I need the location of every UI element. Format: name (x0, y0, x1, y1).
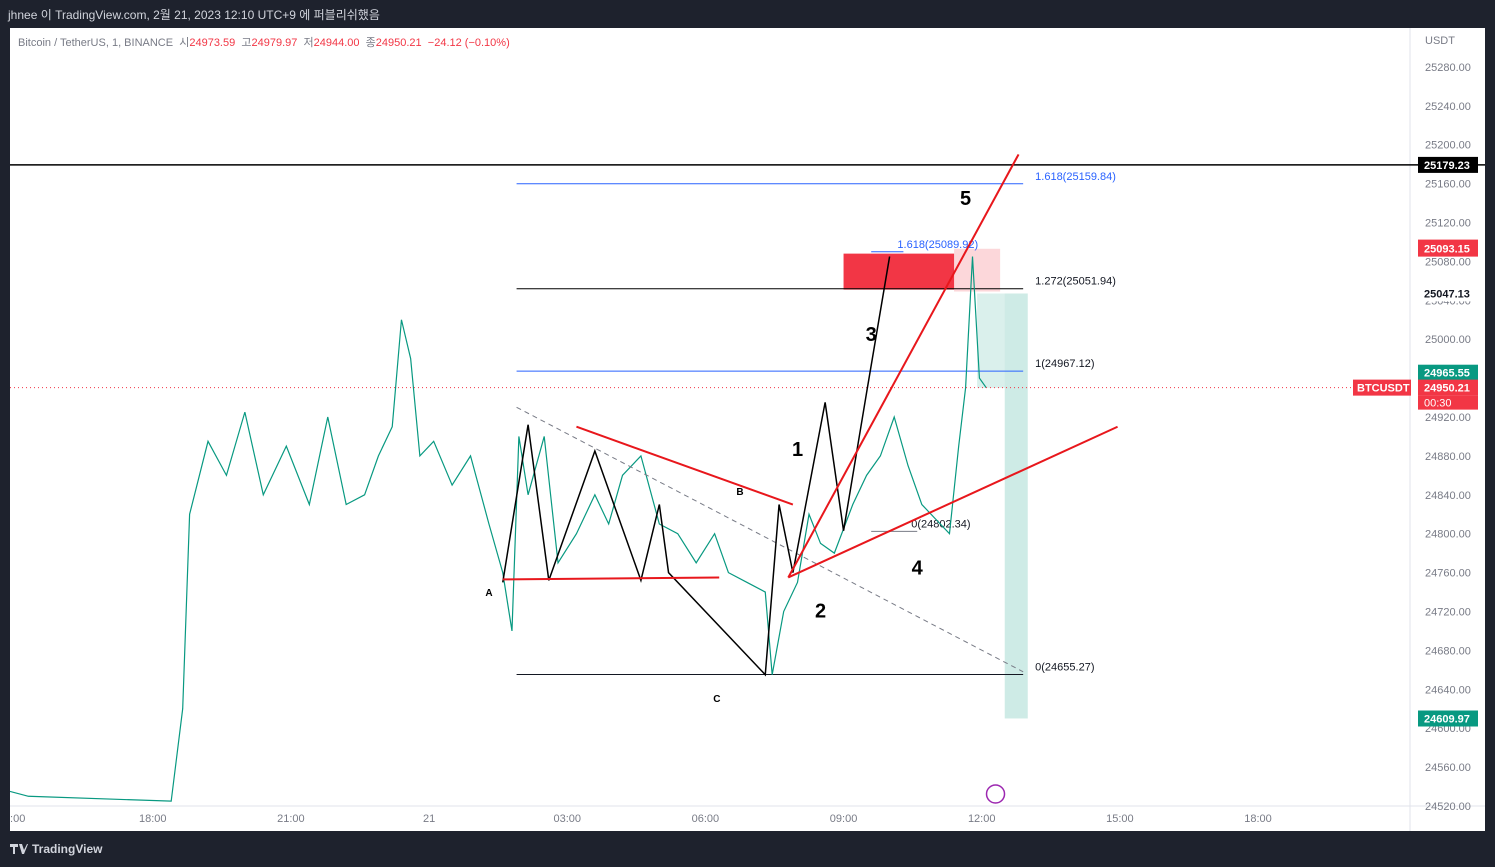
high-label: 고 (241, 37, 252, 49)
price-chart[interactable]: USDT25280.0025240.0025200.0025160.002512… (10, 28, 1485, 831)
price-axis-currency: USDT (1425, 35, 1455, 47)
publisher-text: jhnee 이 TradingView.com, 2월 21, 2023 12:… (8, 8, 380, 22)
price-tag (1418, 240, 1478, 257)
x-tick-label: 06:00 (692, 813, 720, 825)
x-tick-label: 18:00 (139, 813, 167, 825)
symbol-tag (1353, 379, 1411, 396)
price-tag-label: 24950.21 (1424, 383, 1470, 395)
dashed-trendline (516, 406, 1024, 673)
lightning-icon (985, 784, 1006, 804)
red-trendline (787, 425, 1118, 579)
left-frame (0, 28, 10, 831)
y-tick-label: 24920.00 (1425, 412, 1471, 424)
symbol-tag-label: BTCUSDT (1357, 383, 1410, 395)
x-tick-label: 15:00 (1106, 813, 1134, 825)
tradingview-logo-icon (10, 844, 28, 854)
y-tick-label: 25160.00 (1425, 179, 1471, 191)
red-trendline (576, 425, 794, 506)
y-tick-label: 25080.00 (1425, 256, 1471, 268)
profit-zone-entry (977, 293, 1005, 388)
footer-bar: TradingView (0, 831, 1495, 867)
price-tag-label: 24609.97 (1424, 714, 1470, 726)
wave-label: 1 (792, 439, 803, 461)
wave-label: 5 (960, 188, 971, 210)
wave-label: 4 (912, 558, 924, 580)
price-tag (1418, 710, 1478, 727)
red-trendline (502, 576, 720, 581)
y-tick-label: 25280.00 (1425, 62, 1471, 74)
wave-label: B (736, 487, 743, 498)
y-tick-label: 24760.00 (1425, 568, 1471, 580)
close-label: 종 (365, 37, 376, 49)
x-tick-label: 03:00 (553, 813, 581, 825)
price-series-line (10, 256, 987, 802)
y-tick-label: 24880.00 (1425, 451, 1471, 463)
countdown-label: 00:30 (1424, 398, 1452, 410)
profit-zone (1004, 293, 1028, 719)
x-tick-label: 21:00 (277, 813, 305, 825)
level-label: 1.618(25089.92) (897, 239, 978, 251)
x-tick-label: 09:00 (830, 813, 858, 825)
x-tick-label: 12:00 (968, 813, 996, 825)
countdown-tag (1418, 395, 1478, 410)
chart-area[interactable]: Bitcoin / TetherUS, 1, BINANCE 시24973.59… (10, 28, 1485, 831)
y-tick-label: 24560.00 (1425, 762, 1471, 774)
y-tick-label: 24840.00 (1425, 490, 1471, 502)
x-tick-label: 21 (423, 813, 435, 825)
price-tag-label: 25179.23 (1424, 160, 1470, 172)
low-value: 24944.00 (313, 37, 360, 49)
publisher-bar: jhnee 이 TradingView.com, 2월 21, 2023 12:… (0, 0, 1495, 28)
level-label: 0(24655.27) (1035, 661, 1094, 673)
red-trendline (787, 153, 1020, 578)
x-tick-label: 18:00 (1244, 813, 1272, 825)
y-tick-label: 25000.00 (1425, 334, 1471, 346)
wave-label: C (713, 694, 720, 705)
symbol-legend: Bitcoin / TetherUS, 1, BINANCE 시24973.59… (18, 34, 510, 50)
level-label: 1.272(25051.94) (1035, 276, 1116, 288)
y-tick-label: 24520.00 (1425, 801, 1471, 813)
price-tag-label: 25047.13 (1424, 288, 1470, 300)
open-label: 시 (179, 37, 190, 49)
price-tag (1418, 285, 1478, 302)
high-value: 24979.97 (251, 37, 298, 49)
y-tick-label: 24800.00 (1425, 529, 1471, 541)
y-tick-label: 25200.00 (1425, 140, 1471, 152)
wave-label: A (485, 588, 492, 599)
price-tag-label: 24965.55 (1424, 368, 1470, 380)
open-value: 24973.59 (189, 37, 236, 49)
price-tag (1418, 379, 1478, 396)
y-tick-label: 25240.00 (1425, 101, 1471, 113)
wave-label: 3 (866, 324, 877, 346)
wave-zigzag (502, 256, 891, 677)
y-tick-label: 24640.00 (1425, 684, 1471, 696)
footer-brand: TradingView (32, 842, 103, 856)
y-tick-label: 24680.00 (1425, 645, 1471, 657)
wave-label: 2 (815, 600, 826, 622)
price-tag (1418, 364, 1478, 381)
x-tick-label: 5:00 (10, 813, 25, 825)
change-value: −24.12 (−0.10%) (427, 37, 510, 49)
symbol-name: Bitcoin / TetherUS, 1, BINANCE (18, 37, 174, 49)
level-label: 1(24967.12) (1035, 358, 1094, 370)
right-frame (1485, 28, 1495, 831)
price-tag-label: 25093.15 (1424, 244, 1470, 256)
close-value: 24950.21 (375, 37, 422, 49)
level-label: 1.618(25159.84) (1035, 171, 1116, 183)
stop-zone (954, 248, 1001, 292)
y-tick-label: 25120.00 (1425, 218, 1471, 230)
stop-zone-main (843, 253, 955, 290)
low-label: 저 (303, 37, 314, 49)
y-tick-label: 24720.00 (1425, 607, 1471, 619)
price-tag (1418, 156, 1478, 173)
